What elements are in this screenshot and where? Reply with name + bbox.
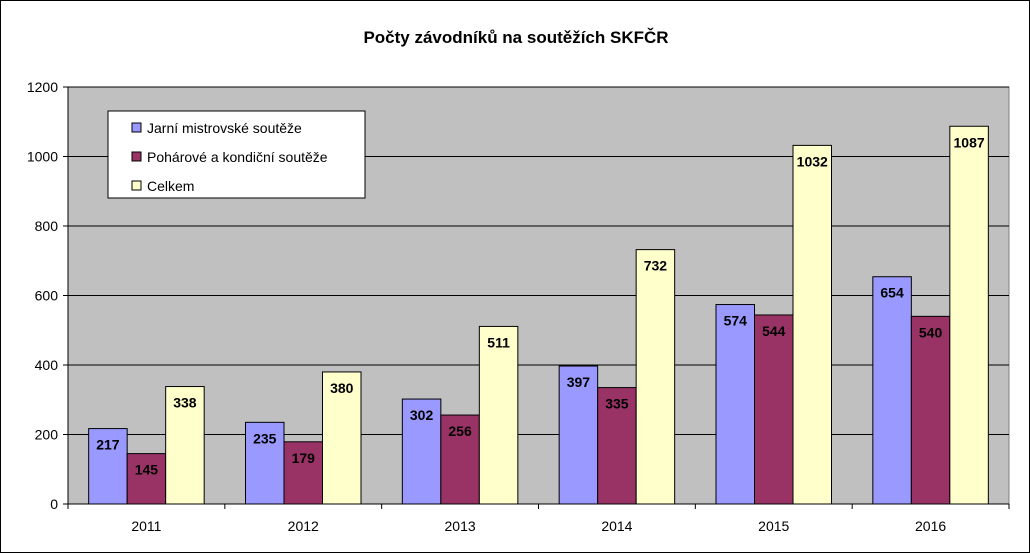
y-tick-label-400: 400: [35, 357, 59, 373]
bar-2015-s0: [715, 304, 755, 505]
x-tick-label-2011: 2011: [131, 518, 161, 534]
bar-2014-s2: [635, 249, 676, 505]
legend-swatch-s2: [131, 180, 142, 191]
data-label-2011-s2: 338: [173, 395, 197, 411]
bar-2014-s1: [597, 387, 637, 505]
x-tick-label-2015: 2015: [758, 518, 789, 534]
legend: Jarní mistrovské soutěže Pohárové a kondi…: [107, 110, 366, 199]
y-tick-label-1200: 1200: [27, 79, 58, 95]
y-tick-label-800: 800: [35, 218, 59, 234]
y-tick-label-600: 600: [35, 288, 59, 304]
legend-swatch-s1: [131, 151, 142, 162]
bar-2014-s0: [558, 365, 599, 505]
bar-2016-s1: [910, 315, 951, 505]
data-label-2012-s2: 380: [330, 380, 354, 396]
data-label-2013-s1: 256: [448, 423, 472, 439]
data-label-2016-s1: 540: [919, 324, 943, 340]
bar-2013-s0: [401, 398, 442, 505]
bar-2015-s2: [792, 144, 832, 505]
data-label-2011-s0: 217: [96, 437, 120, 453]
data-label-2016-s2: 1087: [954, 134, 985, 150]
y-tick-label-1000: 1000: [27, 149, 58, 165]
bar-2012-s1: [283, 441, 323, 505]
data-label-2012-s0: 235: [253, 430, 277, 446]
legend-label-s1: Pohárové a kondiční soutěže: [147, 149, 328, 165]
x-tick-label-2014: 2014: [601, 518, 632, 534]
data-label-2013-s2: 511: [487, 334, 510, 350]
bar-2011-s2: [165, 386, 205, 505]
bar-2011-s0: [88, 428, 128, 505]
legend-label-s0: Jarní mistrovské soutěže: [147, 120, 302, 136]
data-label-2015-s2: 1032: [797, 153, 828, 169]
bar-2013-s2: [478, 325, 519, 505]
bar-2015-s1: [754, 314, 794, 505]
data-label-2012-s1: 179: [292, 450, 316, 466]
legend-box: [107, 110, 366, 199]
bar-2016-s0: [872, 276, 912, 505]
data-label-2016-s0: 654: [880, 285, 904, 301]
bar-2012-s0: [245, 421, 285, 505]
data-label-2014-s0: 397: [567, 374, 591, 390]
bar-2011-s1: [126, 453, 167, 505]
bar-2016-s2: [949, 125, 989, 505]
data-label-2013-s0: 302: [410, 407, 434, 423]
data-label-2011-s1: 145: [135, 462, 159, 478]
data-label-2014-s1: 335: [605, 396, 629, 412]
data-label-2014-s2: 732: [644, 258, 668, 274]
x-tick-label-2013: 2013: [445, 518, 476, 534]
legend-swatch-s0: [131, 122, 142, 133]
data-label-2015-s1: 544: [762, 323, 786, 339]
x-tick-label-2012: 2012: [288, 518, 319, 534]
legend-label-s2: Celkem: [147, 178, 194, 194]
plot-area: 0 200 400 600 800 1000 1200 217 145 338 2011 235 179…: [27, 79, 1010, 534]
data-label-2015-s0: 574: [724, 313, 748, 329]
chart-title: Počty závodníků na soutěžích SKFČR: [363, 28, 668, 47]
y-tick-label-0: 0: [50, 496, 58, 512]
bar-2013-s1: [440, 414, 480, 505]
y-tick-label-200: 200: [35, 427, 59, 443]
bar-2012-s2: [322, 371, 362, 505]
x-tick-label-2016: 2016: [915, 518, 946, 534]
